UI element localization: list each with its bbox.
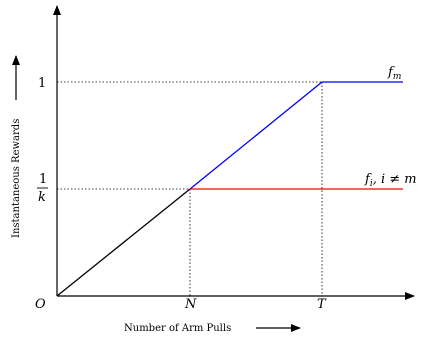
x-axis-label: Number of Arm Pulls: [124, 323, 231, 334]
f-m-ramp-line: [189, 81, 323, 190]
shared-ramp-line: [56, 188, 191, 297]
x-tick-t: T: [317, 297, 327, 312]
f-m-subscript: m: [393, 72, 402, 82]
y-tick-frac-denominator: k: [38, 190, 46, 205]
y-axis-label: Instantaneous Rewards: [11, 119, 22, 238]
x-tick-n: N: [184, 297, 197, 312]
f-m-label: fm: [387, 65, 401, 82]
f-i-subscript: i: [370, 179, 373, 189]
f-i-condition: , i ≠ m: [373, 172, 417, 187]
f-i-label: fi, i ≠ m: [364, 172, 417, 189]
y-tick-one: 1: [38, 76, 46, 91]
y-tick-frac-numerator: 1: [39, 172, 47, 187]
origin-label: O: [35, 297, 46, 312]
